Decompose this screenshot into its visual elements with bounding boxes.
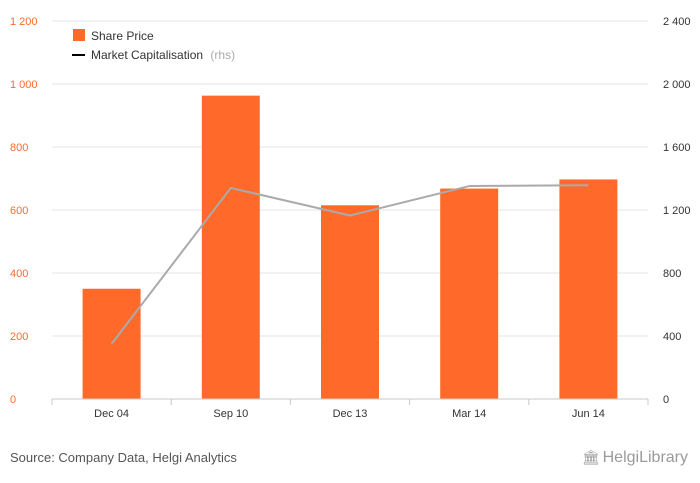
right-axis-tick-label: 2 400 xyxy=(663,16,691,28)
bar-jun-14 xyxy=(559,179,618,399)
left-axis-tick-label: 1 200 xyxy=(10,16,38,28)
bar-dec-13 xyxy=(321,205,379,399)
left-axis-tick-label: 1 000 xyxy=(10,79,38,91)
bar-series xyxy=(82,95,618,399)
axes: 0 200 400 600 800 1 000 1 200 0 400 800 1 200 1 600… xyxy=(10,16,691,420)
legend-bar-swatch xyxy=(73,29,85,41)
left-axis-tick-label: 200 xyxy=(10,331,28,343)
market-cap-line xyxy=(110,184,589,345)
legend-line-label: Market Capitalisation (rhs) xyxy=(91,48,235,62)
right-axis-tick-label: 2 000 xyxy=(663,79,691,91)
line-series xyxy=(110,184,589,345)
right-axis-tick-label: 1 200 xyxy=(663,205,691,217)
left-axis-tick-label: 600 xyxy=(10,205,28,217)
left-axis-tick-label: 0 xyxy=(10,394,16,406)
right-axis-tick-label: 800 xyxy=(663,268,681,280)
x-axis-tick-label: Mar 14 xyxy=(452,408,486,420)
legend-line-label-suffix: (rhs) xyxy=(210,48,235,62)
right-axis-tick-label: 400 xyxy=(663,331,681,343)
x-axis-tick-label: Jun 14 xyxy=(572,408,605,420)
legend: Share Price Market Capitalisation (rhs) xyxy=(72,29,235,62)
legend-bar-label: Share Price xyxy=(91,29,154,43)
x-axis-tick-label: Sep 10 xyxy=(213,408,248,420)
chart: 0 200 400 600 800 1 000 1 200 0 400 800 1 200 1 600… xyxy=(10,16,691,420)
helgi-library-logo: 🏛 HelgiLibrary xyxy=(582,449,688,467)
left-axis-tick-label: 400 xyxy=(10,268,28,280)
building-icon: 🏛 xyxy=(581,449,600,465)
legend-line-label-main: Market Capitalisation xyxy=(91,48,203,62)
logo-text: HelgiLibrary xyxy=(602,449,688,466)
bar-sep-10 xyxy=(201,95,260,399)
x-axis-tick-label: Dec 04 xyxy=(94,408,129,420)
x-axis-tick-label: Dec 13 xyxy=(333,408,368,420)
right-axis-tick-label: 0 xyxy=(663,394,669,406)
left-axis-tick-label: 800 xyxy=(10,142,28,154)
bar-mar-14 xyxy=(440,188,499,399)
right-axis-tick-label: 1 600 xyxy=(663,142,691,154)
source-note: Source: Company Data, Helgi Analytics xyxy=(10,450,237,465)
